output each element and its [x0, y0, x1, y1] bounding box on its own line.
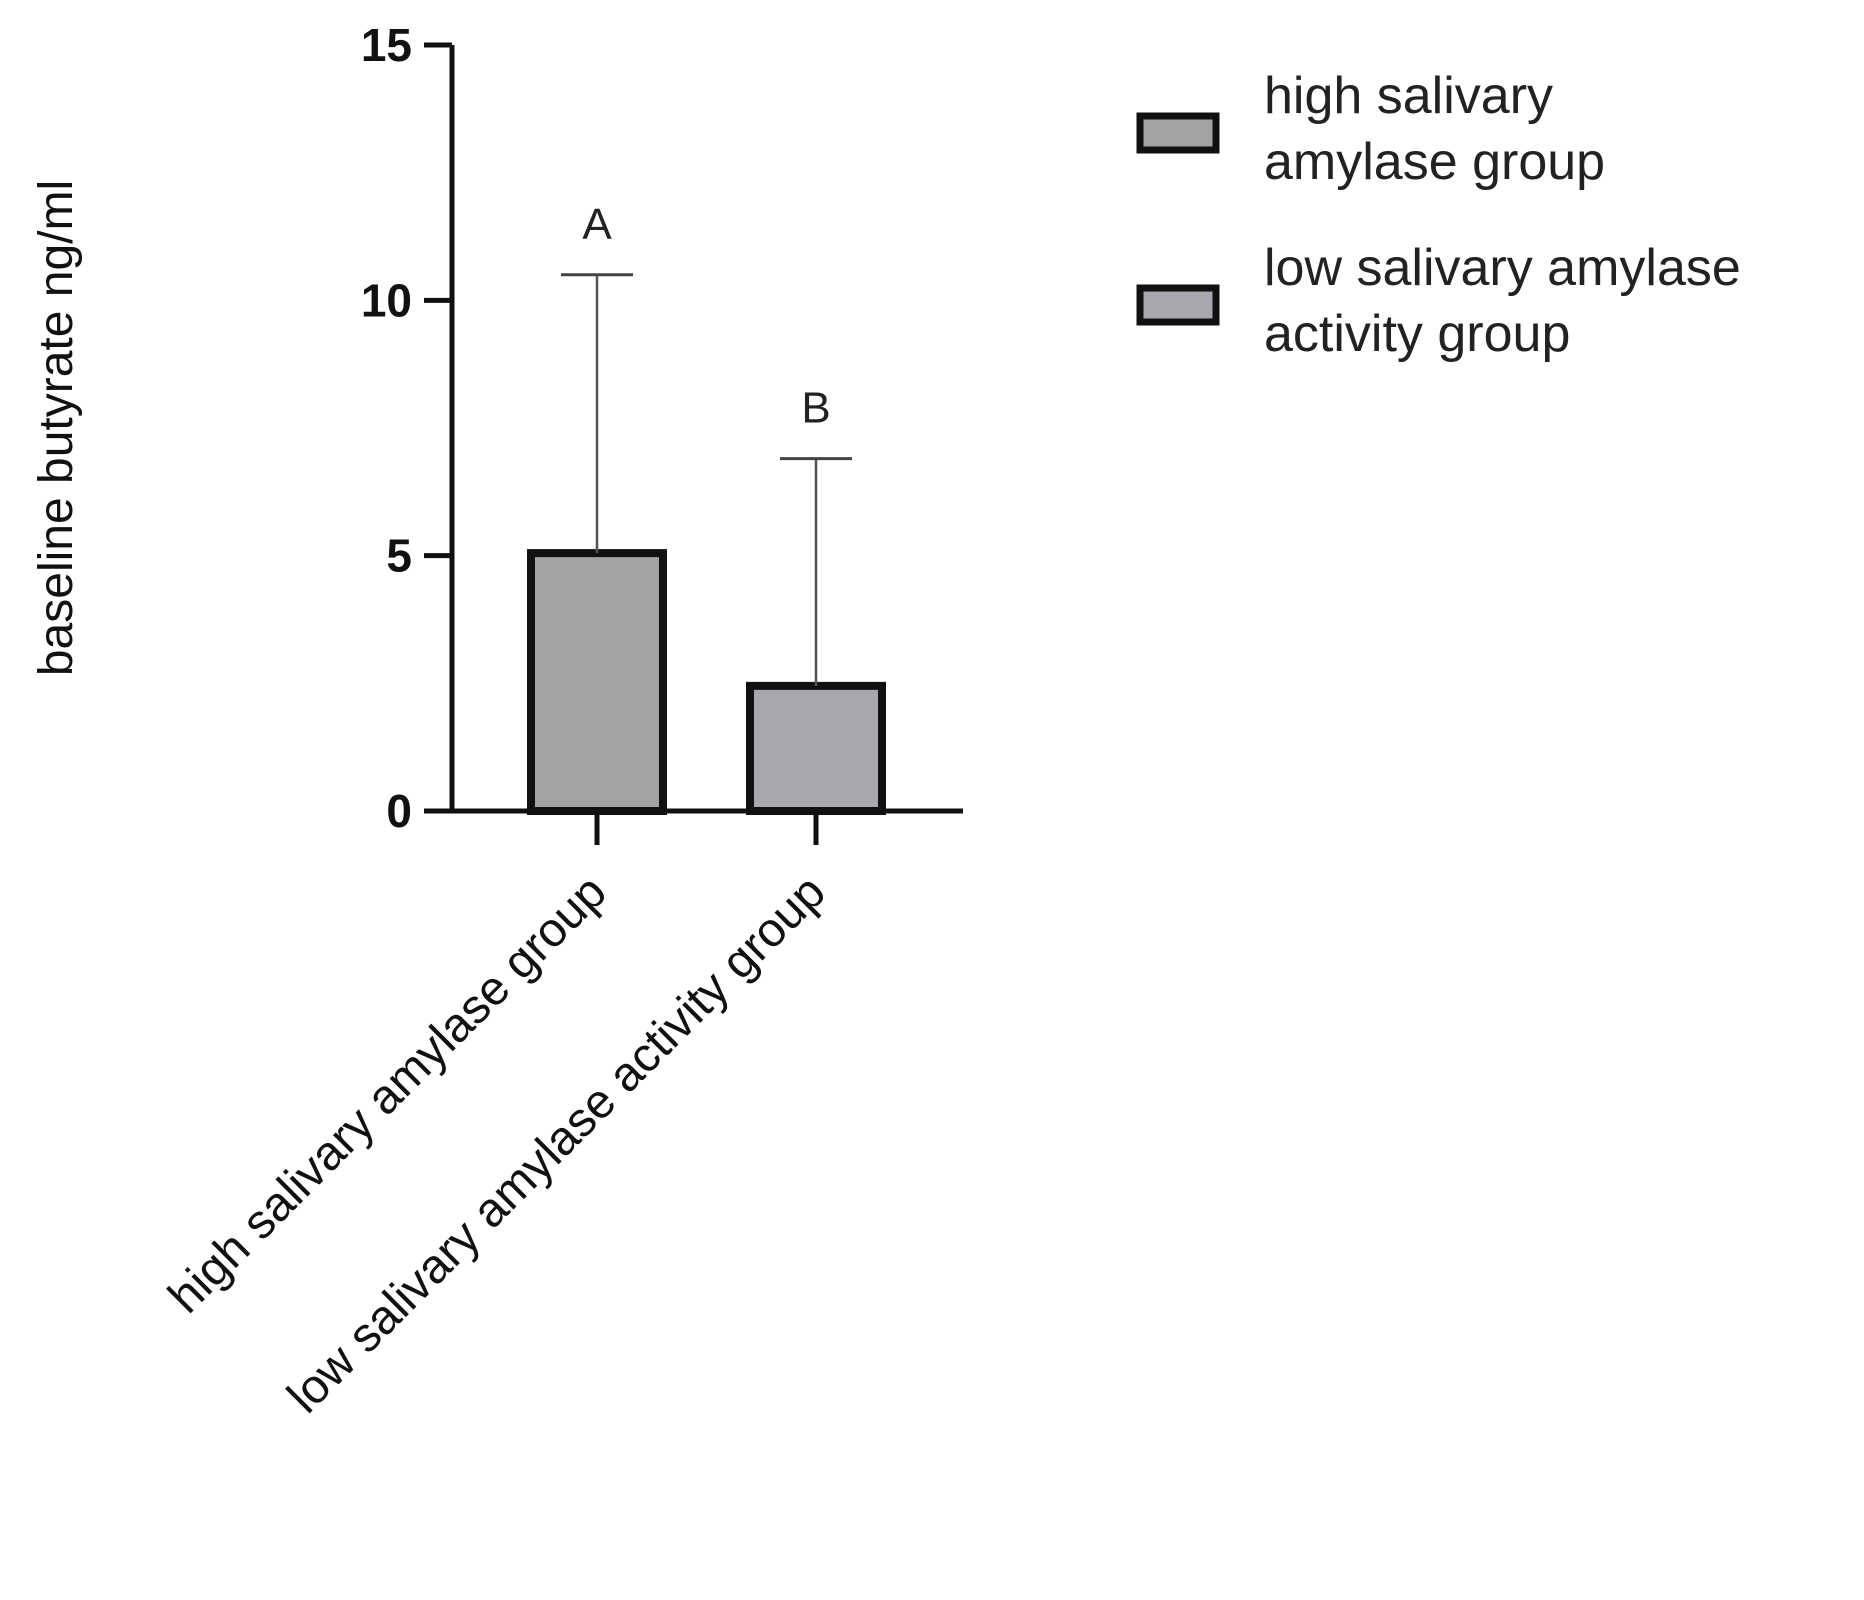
y-tick-label: 0 — [386, 785, 412, 837]
bar — [527, 549, 667, 815]
axes-layer — [449, 45, 963, 814]
y-tick-label: 10 — [361, 274, 412, 326]
legend-swatch — [1136, 112, 1220, 154]
x-ticks-layer — [594, 811, 819, 845]
legend-swatch — [1136, 284, 1220, 326]
significance-labels-layer: AB — [582, 200, 830, 433]
significance-label: B — [801, 384, 830, 433]
legend: high salivary amylase group low salivary a… — [1136, 67, 1741, 363]
bars-layer — [527, 549, 886, 815]
significance-label: A — [582, 200, 612, 249]
category-label: high salivary amylase group — [159, 865, 617, 1323]
y-tick-label: 15 — [361, 19, 412, 71]
legend-label: amylase group — [1264, 133, 1605, 191]
y-axis-title: baseline butyrate ng/ml — [30, 180, 83, 676]
legend-label: activity group — [1264, 305, 1570, 363]
y-ticks-layer: 0 5 10 15 — [361, 19, 452, 837]
y-tick-label: 5 — [386, 530, 412, 582]
legend-label: high salivary — [1264, 67, 1553, 125]
bar — [746, 681, 886, 815]
error-bars-layer — [561, 273, 852, 686]
legend-label: low salivary amylase — [1264, 239, 1741, 297]
